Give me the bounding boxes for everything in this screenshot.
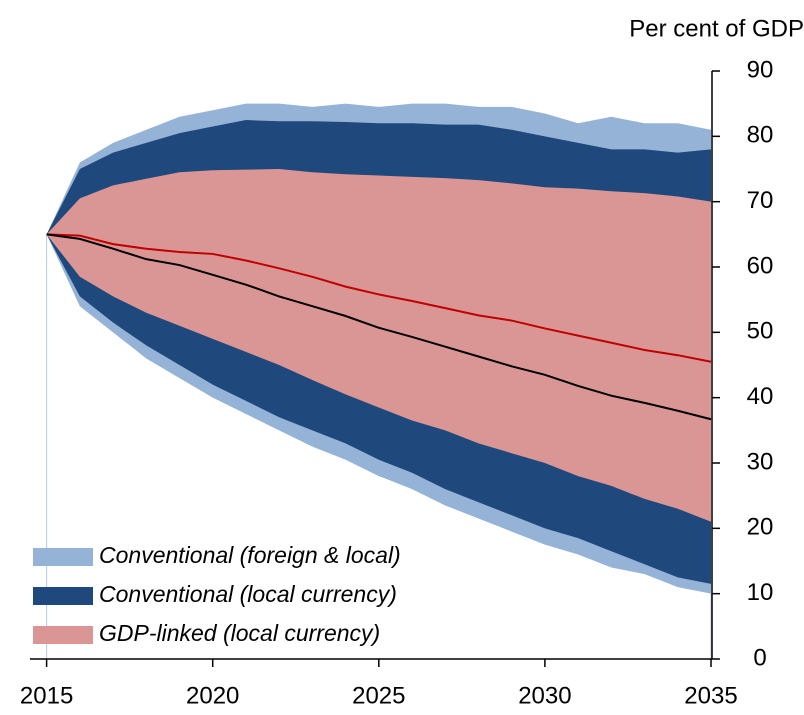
y-tick-label: 0 xyxy=(753,644,766,671)
line xyxy=(46,233,712,421)
y-tick-label: 60 xyxy=(747,252,774,279)
y-tick-label: 30 xyxy=(747,448,774,475)
y-tick-label: 80 xyxy=(747,122,774,149)
legend-swatch xyxy=(33,548,93,566)
band xyxy=(46,169,712,522)
y-axis-label: Per cent of GDP xyxy=(629,15,804,42)
legend-label: GDP-linked (local currency) xyxy=(99,620,380,646)
y-tick-label: 40 xyxy=(747,383,774,410)
y-tick-label: 20 xyxy=(747,514,774,541)
legend-label: Conventional (local currency) xyxy=(99,581,397,607)
y-tick-label: 50 xyxy=(747,318,774,345)
x-tick-label: 2030 xyxy=(518,682,571,709)
y-tick-label: 90 xyxy=(747,56,774,83)
x-tick-label: 2020 xyxy=(186,682,239,709)
y-tick-label: 70 xyxy=(747,187,774,214)
x-tick-label: 2025 xyxy=(352,682,405,709)
x-tick-label: 2035 xyxy=(684,682,737,709)
x-tick-label: 2015 xyxy=(20,682,73,709)
legend-label: Conventional (foreign & local) xyxy=(99,542,401,568)
line xyxy=(46,233,712,363)
y-tick-label: 10 xyxy=(747,579,774,606)
legend-swatch xyxy=(33,626,93,644)
legend-swatch xyxy=(33,587,93,605)
